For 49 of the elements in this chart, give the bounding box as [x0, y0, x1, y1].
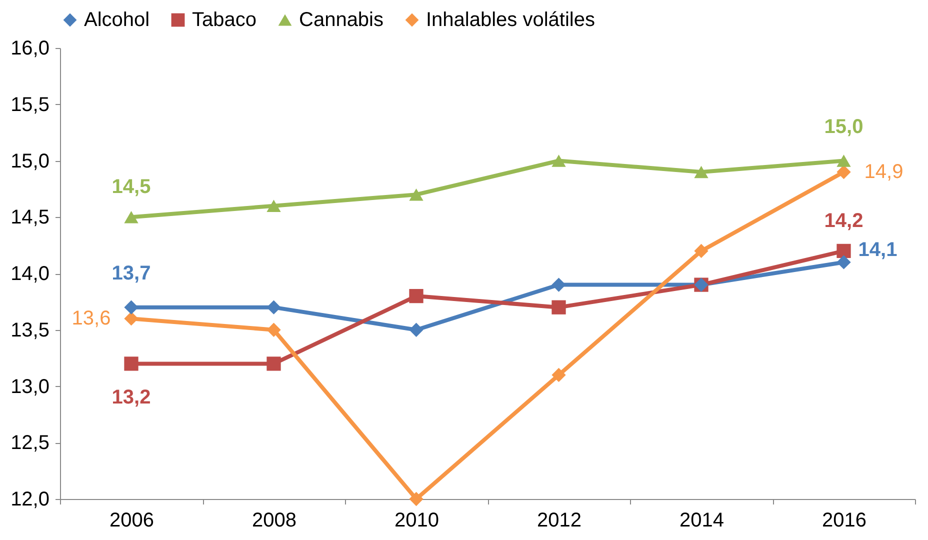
y-tick-label: 13,0	[10, 376, 50, 398]
point	[409, 188, 424, 201]
legend-label: Cannabis	[299, 9, 384, 31]
data-label: 14,5	[112, 176, 151, 198]
x-tick-label: 2006	[110, 510, 154, 532]
y-tick-label: 14,5	[10, 206, 50, 229]
point	[836, 255, 851, 270]
point	[836, 164, 851, 180]
y-tick-label: 12,5	[10, 432, 50, 454]
legend-label: Inhalables volátiles	[426, 9, 595, 31]
point	[409, 288, 424, 304]
data-label: 14,9	[864, 161, 904, 184]
data-label: 13,6	[72, 308, 111, 330]
data-label: 15,0	[824, 116, 864, 138]
y-tick-label: 14,0	[10, 263, 50, 285]
point	[836, 154, 851, 167]
point	[552, 154, 566, 167]
x-tick-label: 2016	[822, 510, 866, 532]
x-tick-label: 2010	[394, 510, 439, 532]
point	[266, 322, 281, 337]
point	[409, 492, 424, 506]
y-tick-label: 16,0	[10, 38, 50, 60]
point	[409, 322, 424, 337]
legend-label: Tabaco	[192, 9, 256, 31]
point	[266, 200, 281, 212]
point	[694, 166, 708, 178]
x-tick-label: 2014	[680, 510, 724, 532]
point	[552, 278, 566, 292]
data-label: 14,1	[858, 239, 898, 262]
point	[552, 300, 566, 314]
x-tick-label: 2008	[252, 510, 296, 532]
point	[266, 356, 281, 371]
y-tick-label: 13,5	[10, 319, 50, 342]
point	[124, 211, 138, 224]
point	[266, 300, 281, 314]
data-label: 14,2	[824, 210, 864, 232]
point	[836, 244, 851, 258]
y-tick-label: 12,0	[10, 488, 50, 510]
y-tick-label: 15,5	[10, 94, 50, 116]
legend-label: Alcohol	[84, 9, 150, 31]
y-tick-label: 15,0	[10, 150, 50, 172]
point	[694, 244, 708, 258]
point	[552, 368, 566, 382]
x-tick-label: 2012	[537, 510, 582, 532]
data-label: 13,7	[112, 262, 151, 284]
data-label: 13,2	[112, 386, 151, 409]
point	[124, 356, 138, 371]
point	[124, 300, 138, 314]
point	[124, 312, 138, 326]
